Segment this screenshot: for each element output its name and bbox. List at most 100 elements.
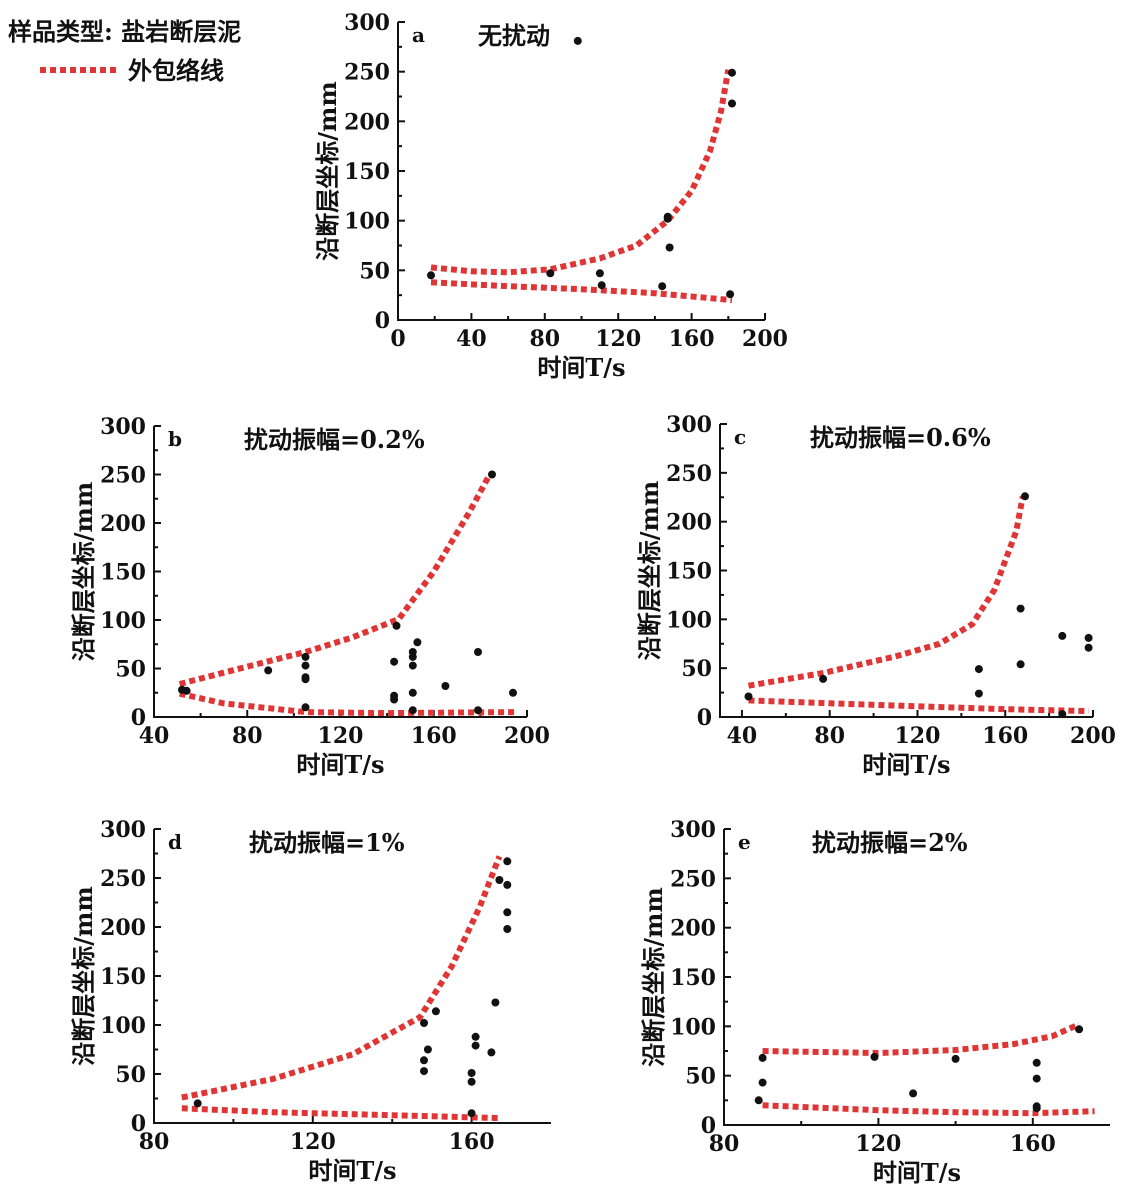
data-point-d — [432, 1007, 440, 1015]
y-tick-label-e: 0 — [701, 1113, 716, 1139]
data-point-b — [409, 662, 417, 670]
data-point-b — [474, 706, 482, 714]
y-tick-label-b: 50 — [115, 657, 146, 683]
data-point-a — [728, 69, 736, 77]
y-tick-label-b: 200 — [100, 511, 146, 537]
y-tick-label-c: 150 — [666, 559, 712, 585]
data-point-d — [503, 925, 511, 933]
x-tick-label-c: 80 — [814, 723, 845, 749]
data-point-b — [488, 471, 496, 479]
y-tick-label-e: 150 — [670, 965, 716, 991]
y-axis-title-b: 沿断层坐标/mm — [69, 482, 98, 662]
y-tick-label-c: 100 — [666, 607, 712, 633]
chart-panel-b: 40 80 120 160 200 0 50 100 150 200 250 300 时间T/s 沿断层坐… — [69, 414, 550, 779]
data-point-b — [409, 706, 417, 714]
x-tick-label-e: 160 — [1010, 1131, 1056, 1157]
envelope-lower-a — [431, 282, 732, 300]
data-point-a — [574, 37, 582, 45]
y-tick-label-e: 50 — [685, 1064, 716, 1090]
data-point-a — [658, 282, 666, 290]
y-tick-label-a: 150 — [344, 159, 390, 185]
y-tick-label-c: 200 — [666, 510, 712, 536]
x-tick-label-a: 40 — [456, 326, 487, 352]
data-point-b — [302, 703, 310, 711]
data-point-a — [596, 269, 604, 277]
y-tick-label-b: 150 — [100, 560, 146, 586]
chart-panels: 0 40 80 120 160 200 0 50 100 150 200 250 300 时间T/s 沿断层… — [69, 10, 1116, 1187]
x-axis-title-e: 时间T/s — [873, 1158, 961, 1187]
axes-e — [724, 829, 1110, 1125]
envelope-upper-e — [763, 1024, 1080, 1053]
data-point-a — [666, 244, 674, 252]
y-tick-label-c: 50 — [681, 656, 712, 682]
data-point-b — [393, 622, 401, 630]
data-point-d — [424, 1046, 432, 1054]
envelope-upper-b — [180, 475, 490, 685]
panel-title-b: 扰动振幅=0.2% — [244, 425, 425, 454]
data-point-c — [819, 675, 827, 683]
data-point-b — [302, 653, 310, 661]
data-point-a — [427, 271, 435, 279]
data-point-d — [472, 1042, 480, 1050]
y-tick-label-e: 200 — [670, 916, 716, 942]
x-tick-label-d: 120 — [290, 1129, 336, 1155]
data-point-d — [503, 881, 511, 889]
data-point-a — [726, 290, 734, 298]
y-tick-label-c: 300 — [666, 412, 712, 438]
data-point-b — [409, 653, 417, 661]
data-point-b — [413, 638, 421, 646]
x-tick-label-b: 80 — [232, 723, 263, 749]
legend-sample-type: 样品类型: 盐岩断层泥 — [8, 17, 241, 46]
y-tick-label-a: 300 — [344, 10, 390, 36]
y-axis-title-d: 沿断层坐标/mm — [69, 886, 98, 1066]
x-tick-label-e: 120 — [855, 1131, 901, 1157]
y-tick-label-d: 100 — [100, 1013, 146, 1039]
envelope-upper-a — [431, 70, 728, 273]
data-point-c — [1058, 632, 1066, 640]
panel-label-b: b — [168, 427, 182, 451]
y-tick-label-a: 0 — [375, 308, 390, 334]
envelope-lower-e — [763, 1105, 1095, 1113]
data-point-d — [420, 1019, 428, 1027]
data-point-c — [975, 665, 983, 673]
x-tick-label-a: 200 — [742, 326, 788, 352]
chart-panel-e: 80 120 160 0 50 100 150 200 250 300 时间T/s 沿断层坐标/mm e… — [639, 817, 1110, 1187]
data-point-b — [302, 662, 310, 670]
y-tick-label-c: 250 — [666, 461, 712, 487]
y-axis-title-a: 沿断层坐标/mm — [313, 81, 342, 261]
data-point-d — [472, 1033, 480, 1041]
data-point-b — [390, 696, 398, 704]
panel-label-a: a — [412, 23, 425, 47]
data-point-d — [420, 1067, 428, 1075]
data-point-d — [468, 1069, 476, 1077]
x-tick-label-c: 200 — [1070, 723, 1116, 749]
data-point-b — [264, 666, 272, 674]
y-tick-label-b: 250 — [100, 463, 146, 489]
data-point-d — [503, 908, 511, 916]
data-point-d — [194, 1099, 202, 1107]
data-point-c — [1058, 710, 1066, 718]
axes-a — [398, 22, 765, 320]
data-point-c — [1017, 660, 1025, 668]
data-point-e — [1033, 1104, 1041, 1112]
data-point-d — [487, 1048, 495, 1056]
chart-panel-c: 40 80 120 160 200 0 50 100 150 200 250 300 时间T/s 沿断层坐… — [635, 412, 1116, 779]
y-tick-label-e: 100 — [670, 1014, 716, 1040]
data-point-d — [420, 1056, 428, 1064]
y-tick-label-b: 0 — [131, 705, 146, 731]
y-axis-title-e: 沿断层坐标/mm — [639, 887, 668, 1067]
data-point-c — [745, 693, 753, 701]
x-tick-label-a: 0 — [390, 326, 405, 352]
data-point-e — [1033, 1075, 1041, 1083]
axes-c — [720, 424, 1093, 717]
panel-title-a: 无扰动 — [478, 21, 550, 50]
data-point-c — [1021, 492, 1029, 500]
y-tick-label-d: 200 — [100, 915, 146, 941]
data-point-c — [975, 690, 983, 698]
data-point-b — [390, 658, 398, 666]
data-point-e — [871, 1053, 879, 1061]
y-tick-label-d: 50 — [115, 1062, 146, 1088]
data-point-c — [1085, 634, 1093, 642]
panel-title-c: 扰动振幅=0.6% — [810, 423, 991, 452]
data-point-e — [759, 1079, 767, 1087]
